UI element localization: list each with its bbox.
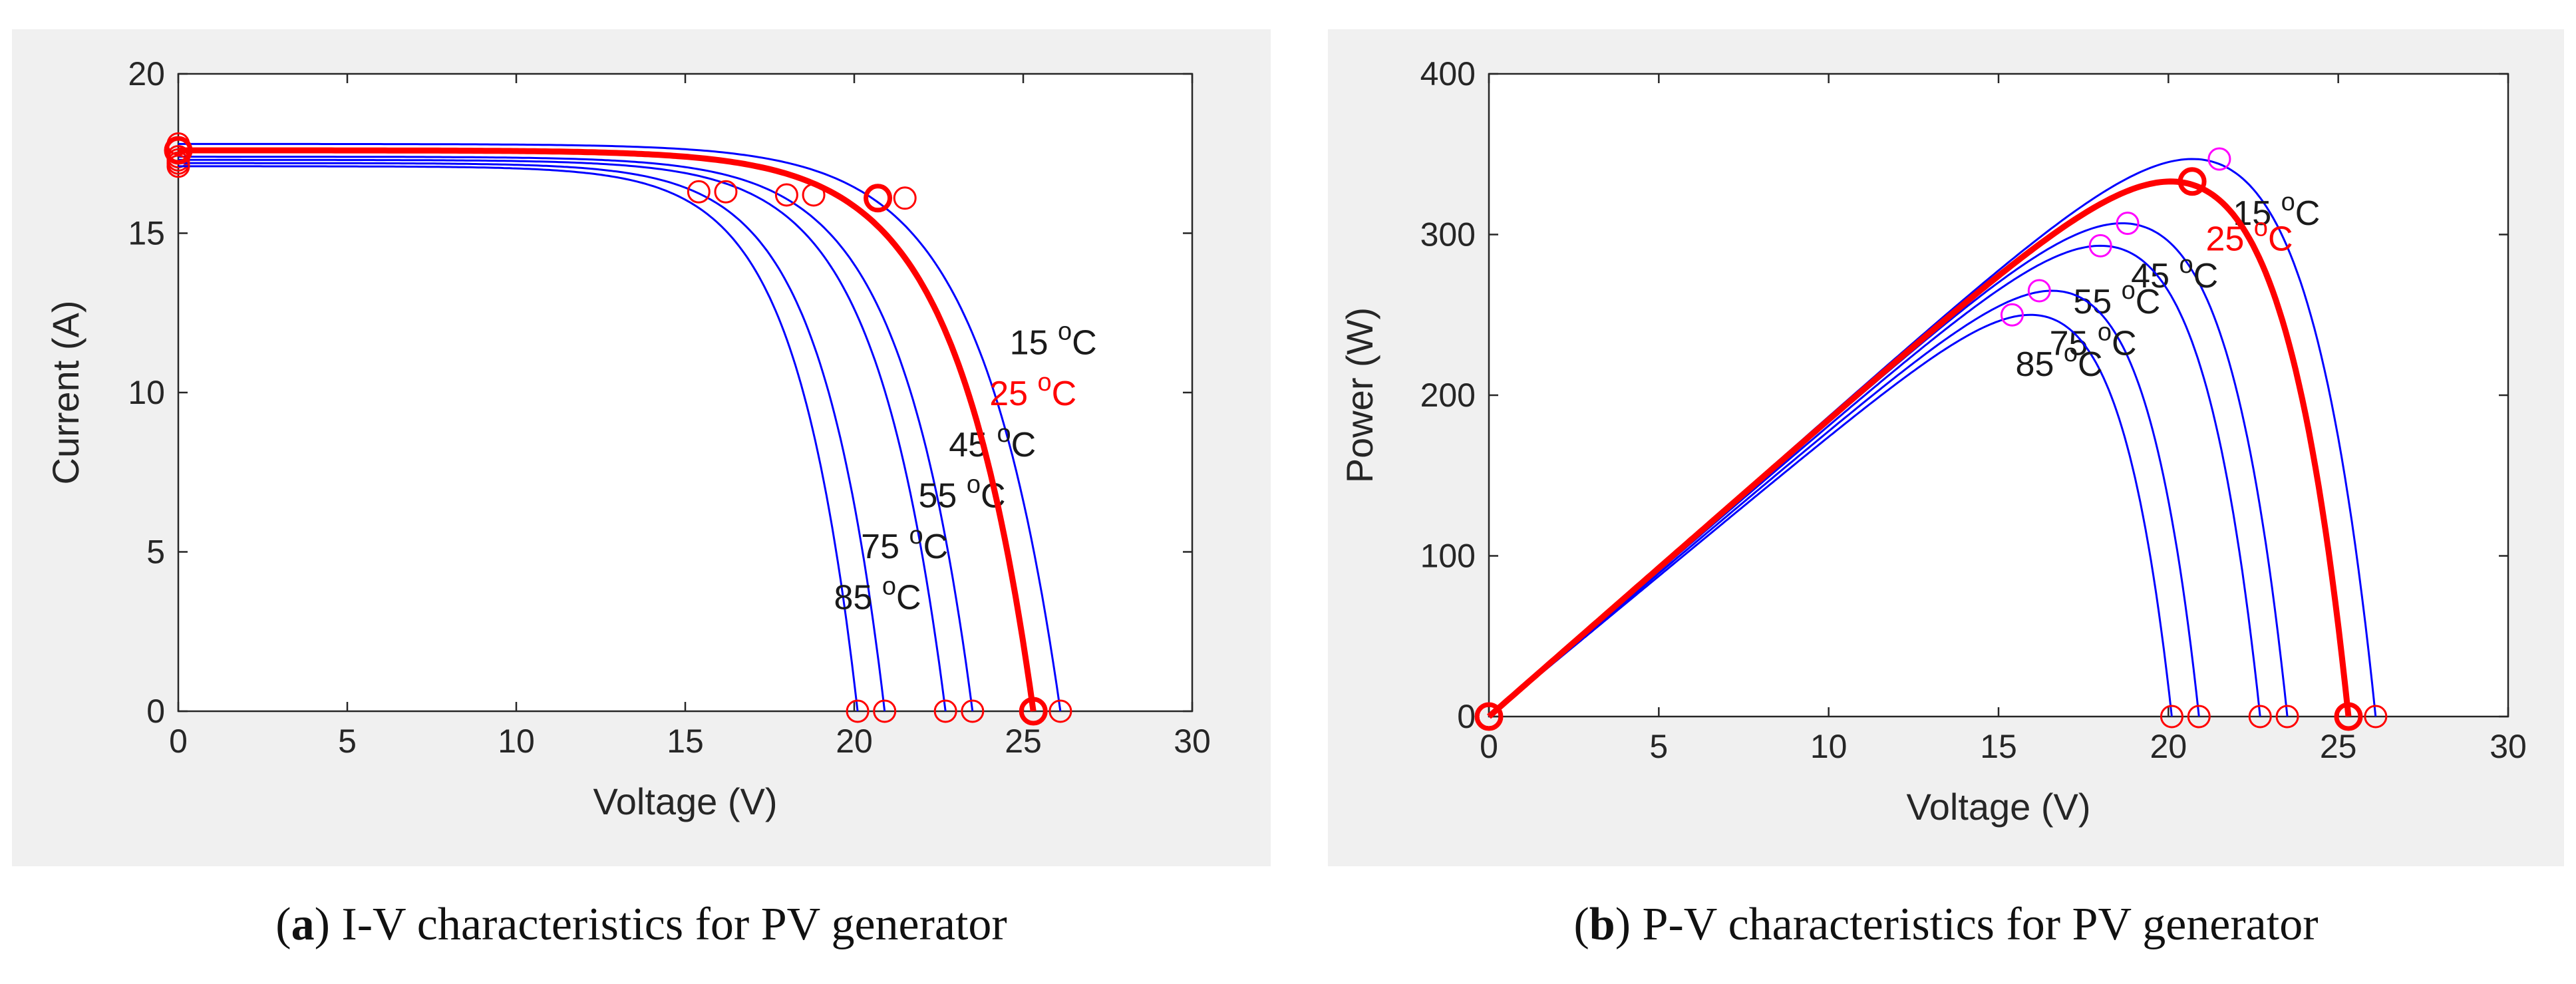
series-line-75 (178, 162, 886, 712)
y-tick-label: 20 (128, 55, 165, 92)
series-label: 25 oC (2206, 214, 2293, 259)
marker-voc (2160, 705, 2183, 729)
series-label: 45 oC (2131, 251, 2218, 295)
series-label: 85 oC (2016, 339, 2103, 384)
caption-a: (a) I-V characteristics for PV generator (275, 899, 1007, 950)
plot-area-b (1488, 73, 2509, 718)
marker-voc (2187, 705, 2211, 729)
y-tick-label: 10 (128, 374, 165, 411)
chart-panel-a: 0 5 10 15 20 25 30 0 5 10 15 20 Voltage (V) Current (… (45, 55, 1211, 822)
marker-voc (2248, 705, 2272, 729)
series-label: 25 oC (989, 369, 1076, 413)
marker-mpp (714, 180, 738, 204)
series-line-25 (1487, 178, 2352, 719)
marker-voc (1048, 699, 1072, 723)
x-tick-label: 10 (1810, 728, 1848, 765)
series-label: 15 oC (2233, 188, 2320, 233)
y-tick-label: 15 (128, 215, 165, 252)
x-tick-label: 25 (2320, 728, 2357, 765)
y-tick-label: 0 (146, 693, 165, 730)
caption-b-letter: b (1589, 899, 1615, 950)
x-tick-label: 10 (498, 723, 535, 760)
marker-origin (1474, 702, 1504, 731)
series-line-45 (178, 156, 974, 712)
marker-mpp (2088, 234, 2112, 257)
marker-isc (164, 136, 193, 165)
x-axis-label: Voltage (V) (593, 780, 777, 822)
series-label: 85 oC (834, 573, 921, 617)
series-label: 55 oC (2073, 277, 2160, 321)
marker-voc (933, 699, 957, 723)
x-tick-label: 5 (1649, 728, 1668, 765)
marker-voc (961, 699, 985, 723)
marker-mpp (2000, 303, 2024, 327)
y-tick-label: 300 (1420, 216, 1476, 253)
marker-mpp (687, 180, 711, 204)
series-line-25 (178, 147, 1037, 712)
x-tick-label: 15 (667, 723, 704, 760)
x-tick-label: 5 (338, 723, 357, 760)
series-line-85 (1488, 313, 2173, 718)
y-tick-label: 5 (146, 534, 165, 571)
y-tick-label: 400 (1420, 55, 1476, 92)
x-tick-label: 15 (1980, 728, 2017, 765)
marker-voc (1019, 697, 1048, 726)
marker-voc (2364, 705, 2388, 729)
x-tick-label: 25 (1005, 723, 1042, 760)
y-tick-label: 200 (1420, 377, 1476, 414)
x-tick-label: 0 (169, 723, 188, 760)
x-tick-label: 20 (836, 723, 873, 760)
caption-b: (b) P-V characteristics for PV generator (1573, 899, 2319, 950)
marker-mpp (2177, 167, 2207, 196)
y-tick-label: 100 (1420, 538, 1476, 575)
caption-b-text: P-V characteristics for PV generator (1642, 899, 2319, 950)
marker-voc (2275, 705, 2299, 729)
marker-mpp (774, 183, 798, 207)
marker-mpp (2116, 212, 2140, 236)
marker-voc (846, 699, 870, 723)
x-tick-label: 0 (1480, 728, 1498, 765)
x-tick-label: 30 (1174, 723, 1211, 760)
x-tick-label: 20 (2150, 728, 2187, 765)
series-line-85 (178, 165, 859, 712)
marker-mpp (2027, 279, 2051, 303)
marker-mpp (864, 184, 893, 213)
series-line-55 (178, 158, 947, 712)
caption-a-letter: a (291, 899, 315, 950)
marker-isc (166, 154, 190, 178)
series-label: 75 oC (2050, 319, 2137, 363)
y-axis-label: Power (W) (1339, 307, 1380, 483)
series-line-15 (178, 142, 1062, 712)
x-tick-label: 30 (2490, 728, 2527, 765)
series-label: 75 oC (861, 522, 948, 566)
marker-mpp (2207, 147, 2231, 171)
caption-a-text: I-V characteristics for PV generator (341, 899, 1007, 950)
y-axis-label: Current (A) (45, 301, 86, 485)
y-tick-label: 0 (1457, 698, 1476, 735)
marker-voc (873, 699, 897, 723)
plot-area-a (177, 73, 1194, 713)
series-label: 45 oC (949, 420, 1036, 464)
marker-voc (2334, 702, 2363, 731)
series-label: 15 oC (1010, 318, 1097, 363)
x-axis-label: Voltage (V) (1906, 786, 2090, 828)
marker-mpp (893, 186, 917, 210)
